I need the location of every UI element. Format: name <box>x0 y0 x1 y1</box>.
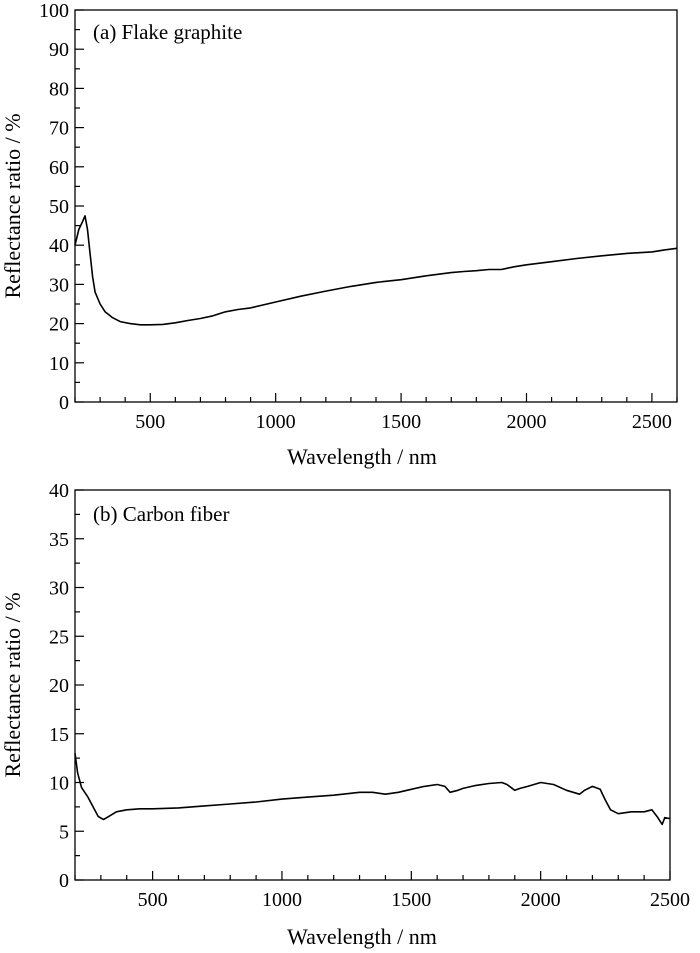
panel-label-a: (a) Flake graphite <box>93 20 242 44</box>
y-tick-label-a: 80 <box>49 78 69 100</box>
x-tick-label-a: 1500 <box>381 411 421 433</box>
panel-b-carbon-fiber: (b) Carbon fiber 500 1000 1500 2000 2500 0 5 1… <box>0 480 690 949</box>
x-ticks-a: 500 1000 1500 2000 2500 <box>74 393 678 433</box>
series-line-a <box>74 215 678 326</box>
x-tick-label-b: 2500 <box>650 889 690 911</box>
y-tick-label-a: 60 <box>49 157 69 179</box>
panel-label-b: (b) Carbon fiber <box>93 502 229 526</box>
y-tick-label-a: 40 <box>49 235 69 257</box>
y-tick-label-b: 30 <box>49 578 69 600</box>
y-tick-label-a: 10 <box>49 353 69 375</box>
y-axis-title-b: Reflectance ratio / % <box>0 592 25 777</box>
y-tick-label-b: 0 <box>59 870 69 892</box>
x-tick-label-b: 2000 <box>521 889 561 911</box>
x-tick-label-a: 2500 <box>632 411 672 433</box>
x-tick-label-a: 1000 <box>256 411 296 433</box>
x-tick-label-b: 1000 <box>262 889 302 911</box>
x-tick-label-a: 500 <box>135 411 165 433</box>
panel-a-flake-graphite: (a) Flake graphite 500 1000 1500 2000 2500 0… <box>0 0 678 469</box>
x-tick-label-b: 500 <box>138 889 168 911</box>
x-axis-title-a: Wavelength / nm <box>287 444 437 469</box>
y-tick-label-b: 35 <box>49 529 69 551</box>
x-axis-title-b: Wavelength / nm <box>287 924 437 949</box>
y-tick-label-a: 50 <box>49 196 69 218</box>
x-tick-label-b: 1500 <box>391 889 431 911</box>
y-tick-label-a: 30 <box>49 274 69 296</box>
y-tick-label-b: 10 <box>49 773 69 795</box>
y-tick-label-b: 5 <box>59 821 69 843</box>
y-ticks-b: 0 5 10 15 20 25 30 35 40 <box>49 480 84 892</box>
y-tick-label-a: 90 <box>49 39 69 61</box>
y-tick-label-a: 100 <box>39 0 69 22</box>
y-tick-label-b: 25 <box>49 626 69 648</box>
plot-frame-a <box>74 9 678 403</box>
y-axis-title-a: Reflectance ratio / % <box>0 113 25 298</box>
y-tick-label-a: 70 <box>49 118 69 140</box>
y-tick-label-b: 15 <box>49 724 69 746</box>
y-tick-label-a: 0 <box>59 392 69 414</box>
plot-frame-b <box>74 489 671 881</box>
x-ticks-b: 500 1000 1500 2000 2500 <box>74 871 690 911</box>
series-line-b <box>74 753 671 826</box>
y-tick-label-b: 40 <box>49 480 69 502</box>
y-ticks-a: 0 10 20 30 40 50 60 70 80 90 100 <box>39 0 84 414</box>
y-tick-label-b: 20 <box>49 675 69 697</box>
y-tick-label-a: 20 <box>49 314 69 336</box>
x-tick-label-a: 2000 <box>507 411 547 433</box>
